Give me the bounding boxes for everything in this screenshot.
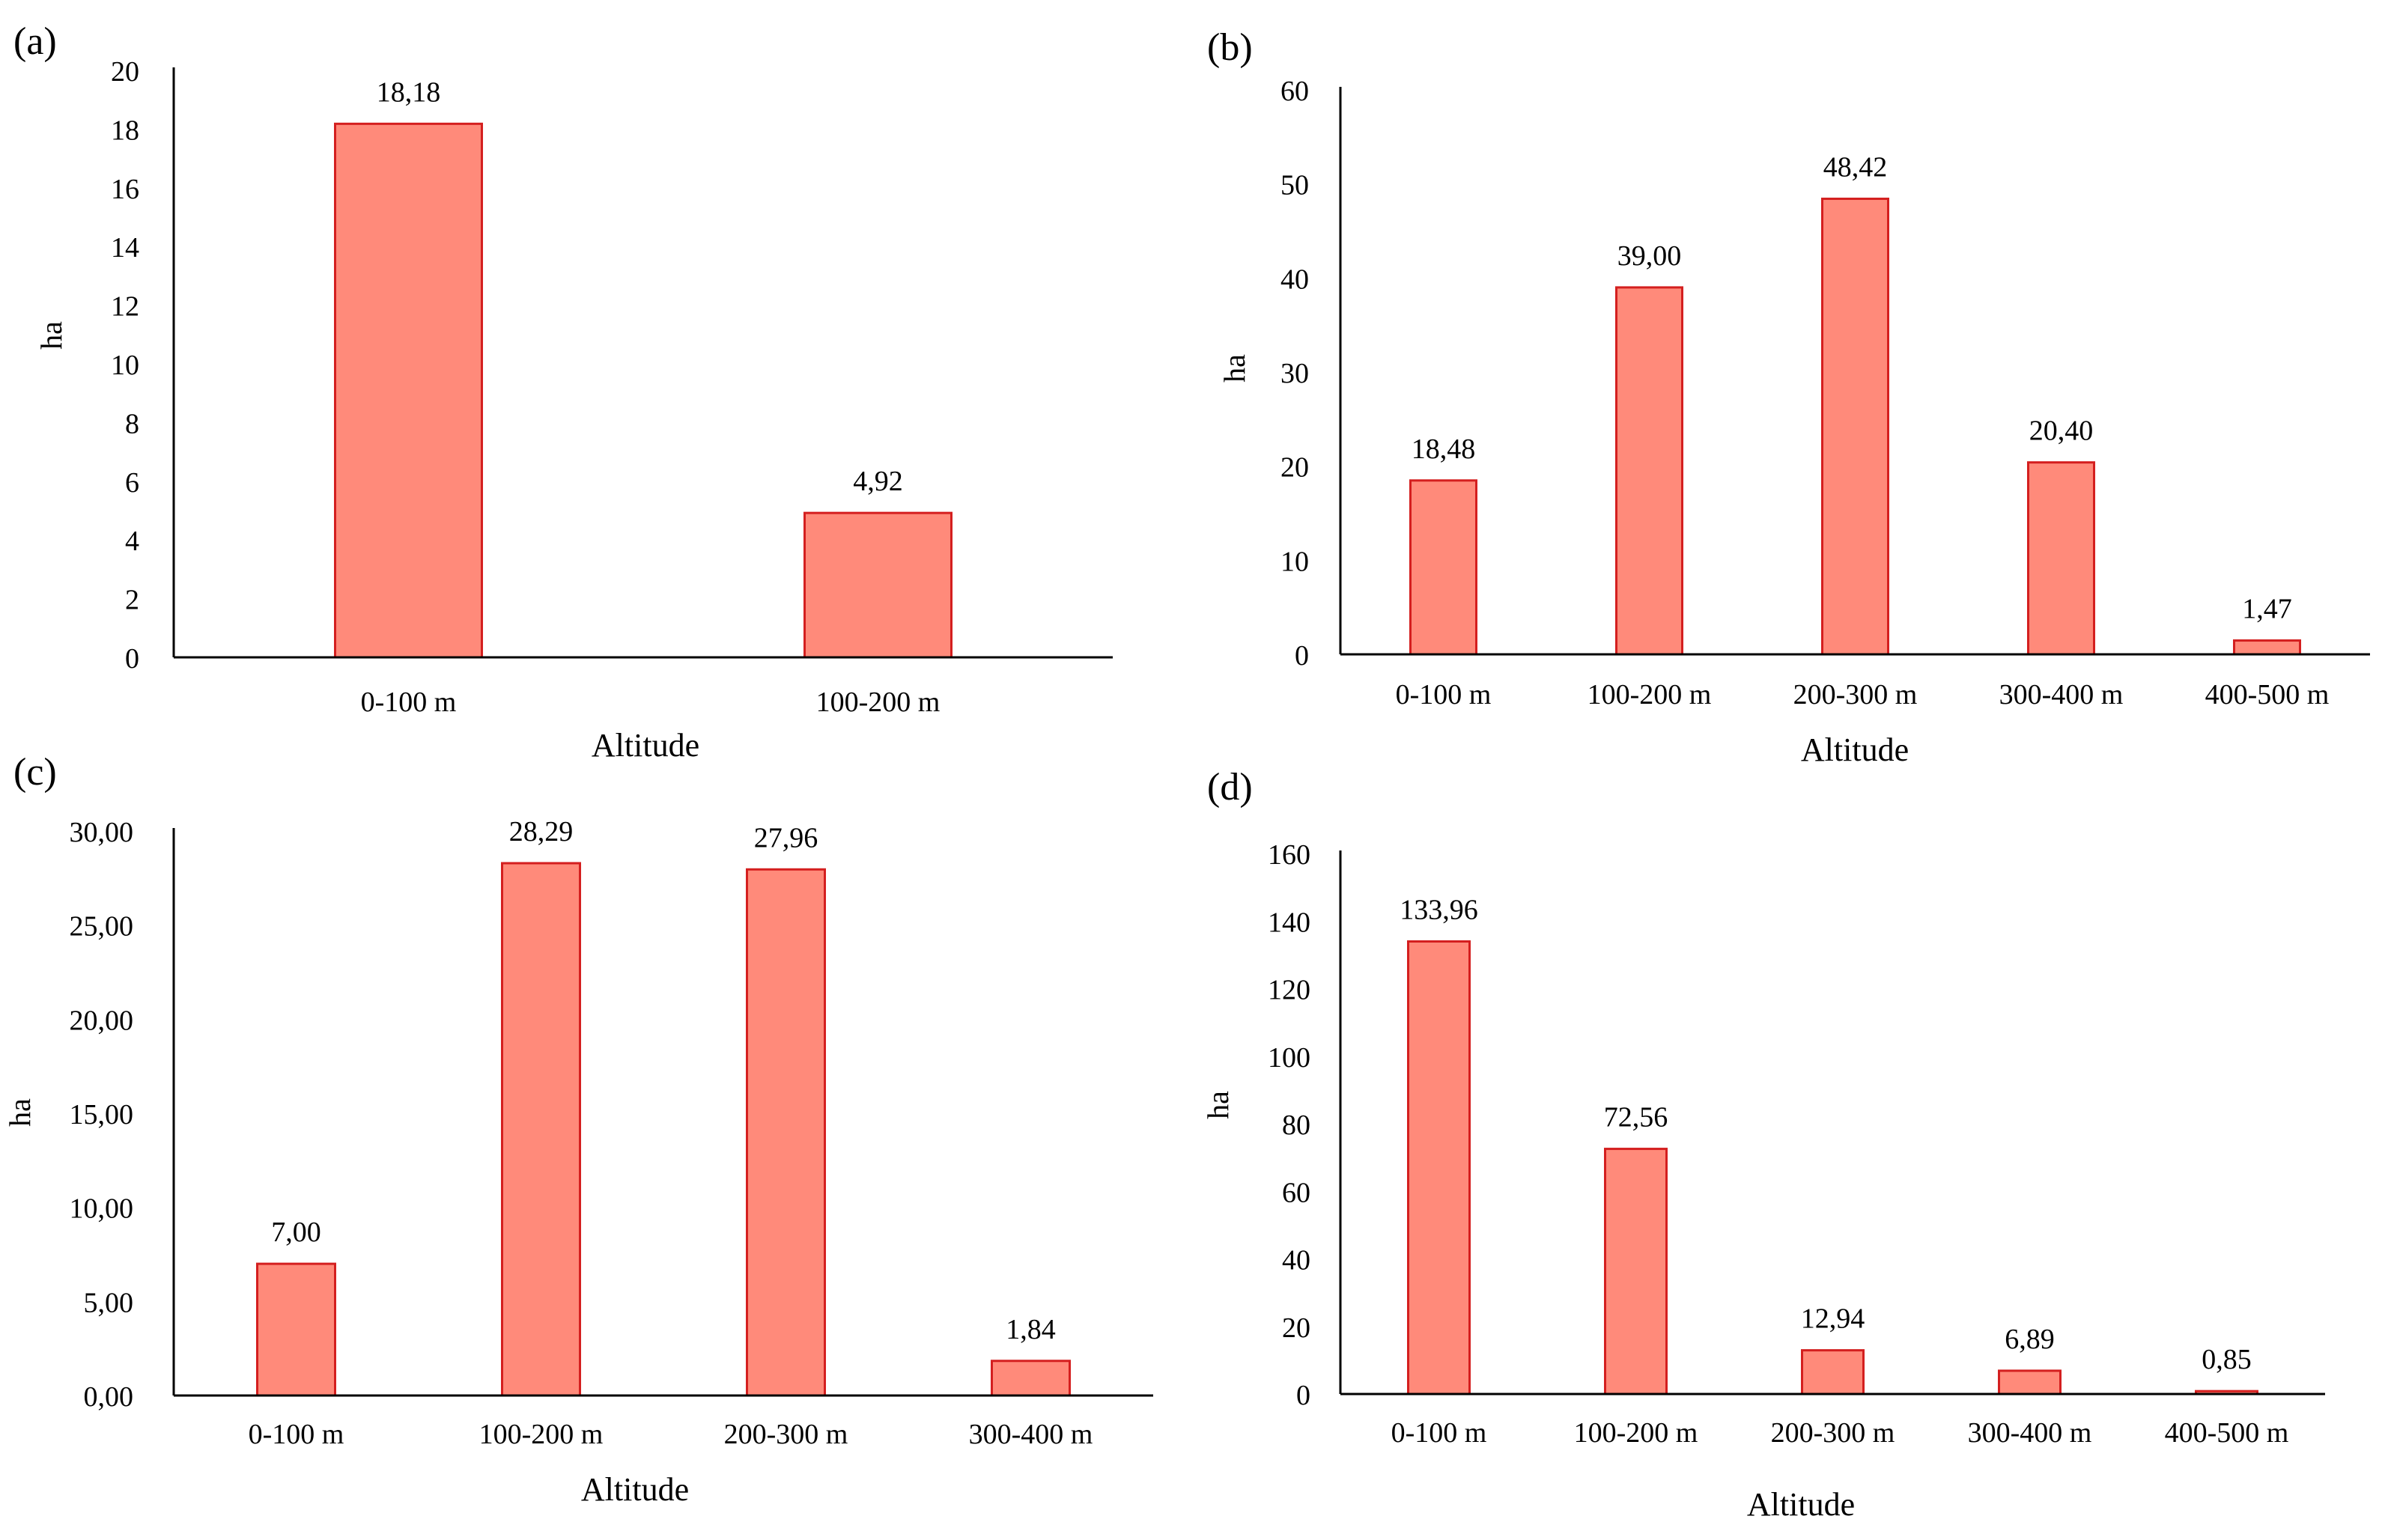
bar-100-200m xyxy=(803,511,953,659)
data-label: 18,48 xyxy=(1412,433,1476,465)
x-category-label: 400-500 m xyxy=(2205,679,2330,710)
y-tick-label: 0,00 xyxy=(84,1381,134,1413)
data-label: 133,96 xyxy=(1400,895,1478,926)
y-tick-label: 20,00 xyxy=(70,1005,134,1036)
y-tick-label: 15,00 xyxy=(70,1099,134,1130)
y-tick-label: 20 xyxy=(111,56,139,88)
y-tick-label: 0 xyxy=(1296,1380,1310,1411)
x-category-label: 300-400 m xyxy=(1999,679,2124,710)
x-category-label: 200-300 m xyxy=(1771,1417,1895,1449)
bar-0-100m xyxy=(334,122,483,659)
bar-100-200m xyxy=(501,862,581,1397)
y-tick-label: 20 xyxy=(1280,452,1309,484)
y-tick-label: 2 xyxy=(125,585,139,616)
x-axis-title: Altitude xyxy=(581,1471,689,1508)
bar-100-200m xyxy=(1604,1148,1668,1396)
y-tick-label: 60 xyxy=(1280,76,1309,107)
bar-0-100m xyxy=(256,1262,336,1397)
y-tick-label: 50 xyxy=(1280,170,1309,201)
y-tick-label: 30,00 xyxy=(70,817,134,848)
y-tick-label: 10 xyxy=(111,350,139,381)
data-label: 4,92 xyxy=(853,466,903,497)
y-tick-label: 10,00 xyxy=(70,1193,134,1225)
bar-300-400m xyxy=(2027,461,2095,656)
panel-label: (a) xyxy=(13,20,57,63)
data-label: 12,94 xyxy=(1801,1303,1865,1335)
bar-200-300m xyxy=(1801,1349,1865,1396)
data-label: 48,42 xyxy=(1823,152,1888,183)
y-tick-label: 20 xyxy=(1282,1312,1310,1344)
y-tick-label: 60 xyxy=(1282,1177,1310,1208)
y-tick-label: 10 xyxy=(1280,546,1309,577)
y-axis-title: ha xyxy=(34,321,68,350)
x-category-label: 100-200 m xyxy=(816,687,941,718)
bar-300-400m xyxy=(1998,1369,2062,1396)
data-label: 27,96 xyxy=(754,822,818,853)
data-label: 20,40 xyxy=(2029,416,2094,447)
data-label: 72,56 xyxy=(1604,1102,1668,1133)
y-tick-label: 6 xyxy=(125,467,139,499)
y-tick-label: 12 xyxy=(111,291,139,323)
x-category-label: 200-300 m xyxy=(724,1419,848,1450)
x-axis-title: Altitude xyxy=(1801,731,1909,768)
chart-panel-a: (a) 0 2 4 6 8 10 12 14 16 18 20 ha 18,18 0-100 m 4,92 10… xyxy=(13,20,1113,764)
bar-200-300m xyxy=(746,868,826,1397)
y-tick-label: 16 xyxy=(111,174,139,205)
x-category-label: 100-200 m xyxy=(1588,679,1712,710)
x-category-label: 0-100 m xyxy=(249,1419,344,1450)
y-tick-label: 18 xyxy=(111,115,139,146)
y-tick-label: 40 xyxy=(1280,264,1309,295)
chart-panel-b: (b) 0 10 20 30 40 50 60 ha 18,48 0-100 m 39,00 100-2… xyxy=(1207,26,2370,768)
panel-label: (d) xyxy=(1207,766,1253,809)
x-category-label: 400-500 m xyxy=(2165,1417,2289,1449)
y-tick-label: 80 xyxy=(1282,1110,1310,1141)
data-label: 0,85 xyxy=(2202,1344,2252,1375)
x-category-label: 300-400 m xyxy=(1968,1417,2092,1449)
y-axis-title: ha xyxy=(3,1098,37,1127)
y-tick-label: 140 xyxy=(1268,907,1310,938)
y-tick-label: 8 xyxy=(125,408,139,439)
y-axis-title: ha xyxy=(1218,354,1251,383)
y-tick-label: 160 xyxy=(1268,839,1310,871)
x-axis-title: Altitude xyxy=(1747,1486,1855,1523)
data-label: 1,84 xyxy=(1006,1314,1056,1345)
y-tick-label: 5,00 xyxy=(84,1287,134,1318)
bar-0-100m xyxy=(1409,479,1477,656)
data-label: 1,47 xyxy=(2242,594,2292,625)
x-category-label: 0-100 m xyxy=(1391,1417,1487,1449)
chart-panel-d: (d) 0 20 40 60 80 100 120 140 160 ha 133,96 0-100 m 7… xyxy=(1201,766,2325,1523)
x-category-label: 0-100 m xyxy=(1396,679,1492,710)
data-label: 18,18 xyxy=(377,76,441,108)
y-tick-label: 4 xyxy=(125,526,139,557)
bar-200-300m xyxy=(1821,198,1889,656)
x-category-label: 100-200 m xyxy=(1574,1417,1698,1449)
y-axis-title: ha xyxy=(1201,1091,1235,1119)
data-label: 39,00 xyxy=(1617,240,1682,272)
chart-panel-c: (c) 0,00 5,00 10,00 15,00 20,00 25,00 30,00 ha 7,… xyxy=(3,751,1153,1508)
y-tick-label: 120 xyxy=(1268,975,1310,1006)
data-label: 6,89 xyxy=(2005,1324,2055,1355)
x-category-label: 200-300 m xyxy=(1793,679,1918,710)
y-tick-label: 40 xyxy=(1282,1245,1310,1276)
panel-label: (b) xyxy=(1207,26,1253,69)
data-label: 28,29 xyxy=(509,816,574,847)
bar-300-400m xyxy=(991,1360,1071,1397)
x-category-label: 300-400 m xyxy=(969,1419,1093,1450)
data-label: 7,00 xyxy=(271,1217,321,1248)
y-tick-label: 0 xyxy=(125,643,139,675)
panel-label: (c) xyxy=(13,751,57,794)
bar-100-200m xyxy=(1615,286,1683,656)
y-tick-label: 25,00 xyxy=(70,911,134,943)
x-category-label: 0-100 m xyxy=(361,687,457,718)
y-tick-label: 30 xyxy=(1280,358,1309,389)
x-axis-title: Altitude xyxy=(592,727,699,764)
y-tick-label: 100 xyxy=(1268,1042,1310,1074)
x-category-label: 100-200 m xyxy=(479,1419,604,1450)
bar-0-100m xyxy=(1407,940,1471,1396)
bar-400-500m xyxy=(2233,639,2301,656)
y-tick-label: 0 xyxy=(1295,640,1309,672)
y-tick-label: 14 xyxy=(111,232,139,264)
